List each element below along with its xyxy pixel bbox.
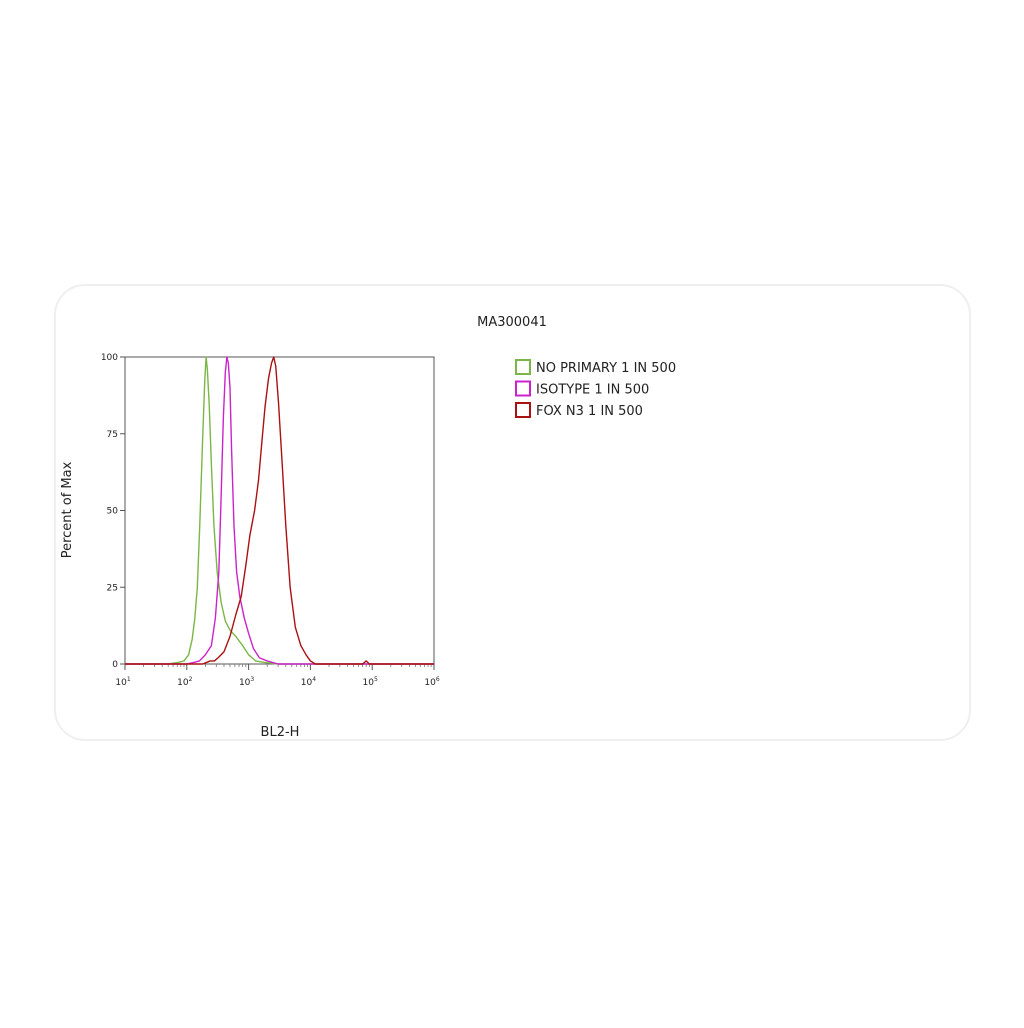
legend-swatch-3 [515, 402, 531, 418]
series-line-1 [125, 356, 434, 665]
series-lines [125, 356, 434, 665]
y-tick-label: 50 [107, 507, 119, 517]
x-tick-base: 10 [301, 678, 313, 688]
series-line-2 [125, 356, 434, 665]
y-axis-label: Percent of Max [60, 461, 75, 558]
y-tick-label: 0 [112, 660, 118, 670]
x-tick-label: 104 [301, 676, 316, 688]
x-tick-base: 10 [424, 678, 436, 688]
x-tick-base: 10 [115, 678, 127, 688]
x-tick-label: 105 [363, 676, 378, 688]
legend-label-2: ISOTYPE 1 IN 500 [536, 383, 649, 398]
legend: NO PRIMARY 1 IN 500 ISOTYPE 1 IN 500 FOX N… [515, 359, 676, 419]
x-tick-exponent: 5 [374, 676, 378, 683]
x-tick-base: 10 [239, 678, 251, 688]
legend-swatch-1 [515, 359, 531, 375]
x-tick-exponent: 4 [312, 676, 316, 683]
series-line-3 [125, 356, 434, 665]
y-tick-label: 100 [101, 353, 118, 363]
x-tick-exponent: 1 [127, 676, 131, 683]
y-tick-label: 75 [107, 430, 118, 440]
x-tick-label: 103 [239, 676, 254, 688]
plot-area [124, 356, 435, 665]
legend-swatch-2 [515, 380, 531, 397]
figure-panel [54, 284, 971, 741]
x-tick-exponent: 2 [189, 676, 193, 683]
legend-label-1: NO PRIMARY 1 IN 500 [536, 361, 676, 376]
x-tick-label: 101 [115, 676, 130, 688]
x-tick-base: 10 [363, 678, 375, 688]
x-axis-label: BL2-H [261, 725, 300, 740]
x-tick-label: 106 [424, 676, 439, 688]
plot-frame [124, 356, 435, 665]
y-tick-label: 25 [107, 583, 118, 593]
x-axis: 101 102 103 104 105 106 [115, 664, 440, 688]
y-axis: 0 25 50 75 100 [101, 353, 125, 670]
x-tick-label: 102 [177, 676, 192, 688]
chart-title: MA300041 [477, 315, 547, 330]
x-tick-exponent: 6 [436, 676, 440, 683]
x-tick-exponent: 3 [250, 676, 254, 683]
legend-label-3: FOX N3 1 IN 500 [536, 404, 643, 419]
x-tick-base: 10 [177, 678, 189, 688]
